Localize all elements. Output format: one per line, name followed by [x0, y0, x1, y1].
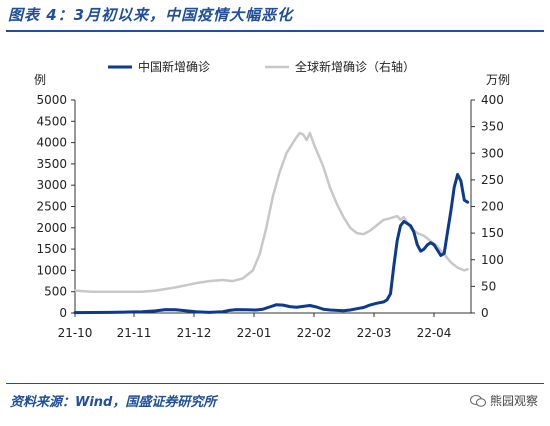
x-tick-label: 22-02: [297, 326, 332, 340]
right-tick-label: 150: [481, 226, 504, 240]
series-line-china: [73, 173, 470, 315]
left-axis-label: 例: [34, 73, 46, 87]
right-tick-label: 50: [481, 279, 496, 293]
series-line-global: [73, 131, 469, 293]
right-tick-label: 350: [481, 120, 504, 134]
left-tick-label: 3500: [36, 157, 67, 171]
left-axis-ticks: 0 500 1000 1500 2000 2500 3000 3500 4000 4500 5000…: [34, 73, 75, 320]
right-axis-ticks: 0 50 100 150 200 250 300 350 400 万例: [471, 73, 510, 320]
left-tick-label: 1000: [36, 263, 67, 277]
footer-rule: [6, 383, 544, 384]
legend: 中国新增确诊 全球新增确诊（右轴）: [108, 59, 415, 74]
x-tick-label: 22-01: [237, 326, 272, 340]
left-tick-label: 2000: [36, 221, 67, 235]
source-note: 资料来源：Wind，国盛证券研究所: [10, 395, 217, 410]
plot-area: [73, 100, 472, 315]
x-axis-ticks: 21-10 21-11 21-12 22-01 22-02 22-03 22-04: [58, 313, 452, 340]
right-tick-label: 200: [481, 200, 504, 214]
left-tick-label: 4000: [36, 136, 67, 150]
legend-entry: 全球新增确诊（右轴）: [295, 59, 415, 74]
right-tick-label: 300: [481, 146, 504, 160]
x-tick-label: 21-11: [117, 326, 152, 340]
left-tick-label: 1500: [36, 242, 67, 256]
wechat-icon: [469, 394, 486, 407]
left-tick-label: 0: [59, 306, 67, 320]
watermark-label: 熊园观察: [489, 394, 538, 408]
legend-entry: 中国新增确诊: [138, 59, 210, 74]
left-tick-label: 2500: [36, 200, 67, 214]
left-tick-label: 4500: [36, 114, 67, 128]
right-axis-label: 万例: [486, 73, 510, 87]
x-tick-label: 22-03: [357, 326, 392, 340]
left-tick-label: 5000: [36, 93, 67, 107]
x-tick-label: 21-10: [58, 326, 93, 340]
right-tick-label: 0: [481, 306, 489, 320]
right-tick-label: 100: [481, 253, 504, 267]
watermark: 熊园观察: [469, 392, 538, 409]
title-rule: [6, 30, 544, 32]
right-tick-label: 250: [481, 173, 504, 187]
x-tick-label: 21-12: [177, 326, 212, 340]
chart-title: 图表 4：3月初以来，中国疫情大幅恶化: [8, 6, 294, 24]
left-tick-label: 3000: [36, 178, 67, 192]
left-tick-label: 500: [44, 285, 67, 299]
right-tick-label: 400: [481, 93, 504, 107]
x-tick-label: 22-04: [417, 326, 452, 340]
